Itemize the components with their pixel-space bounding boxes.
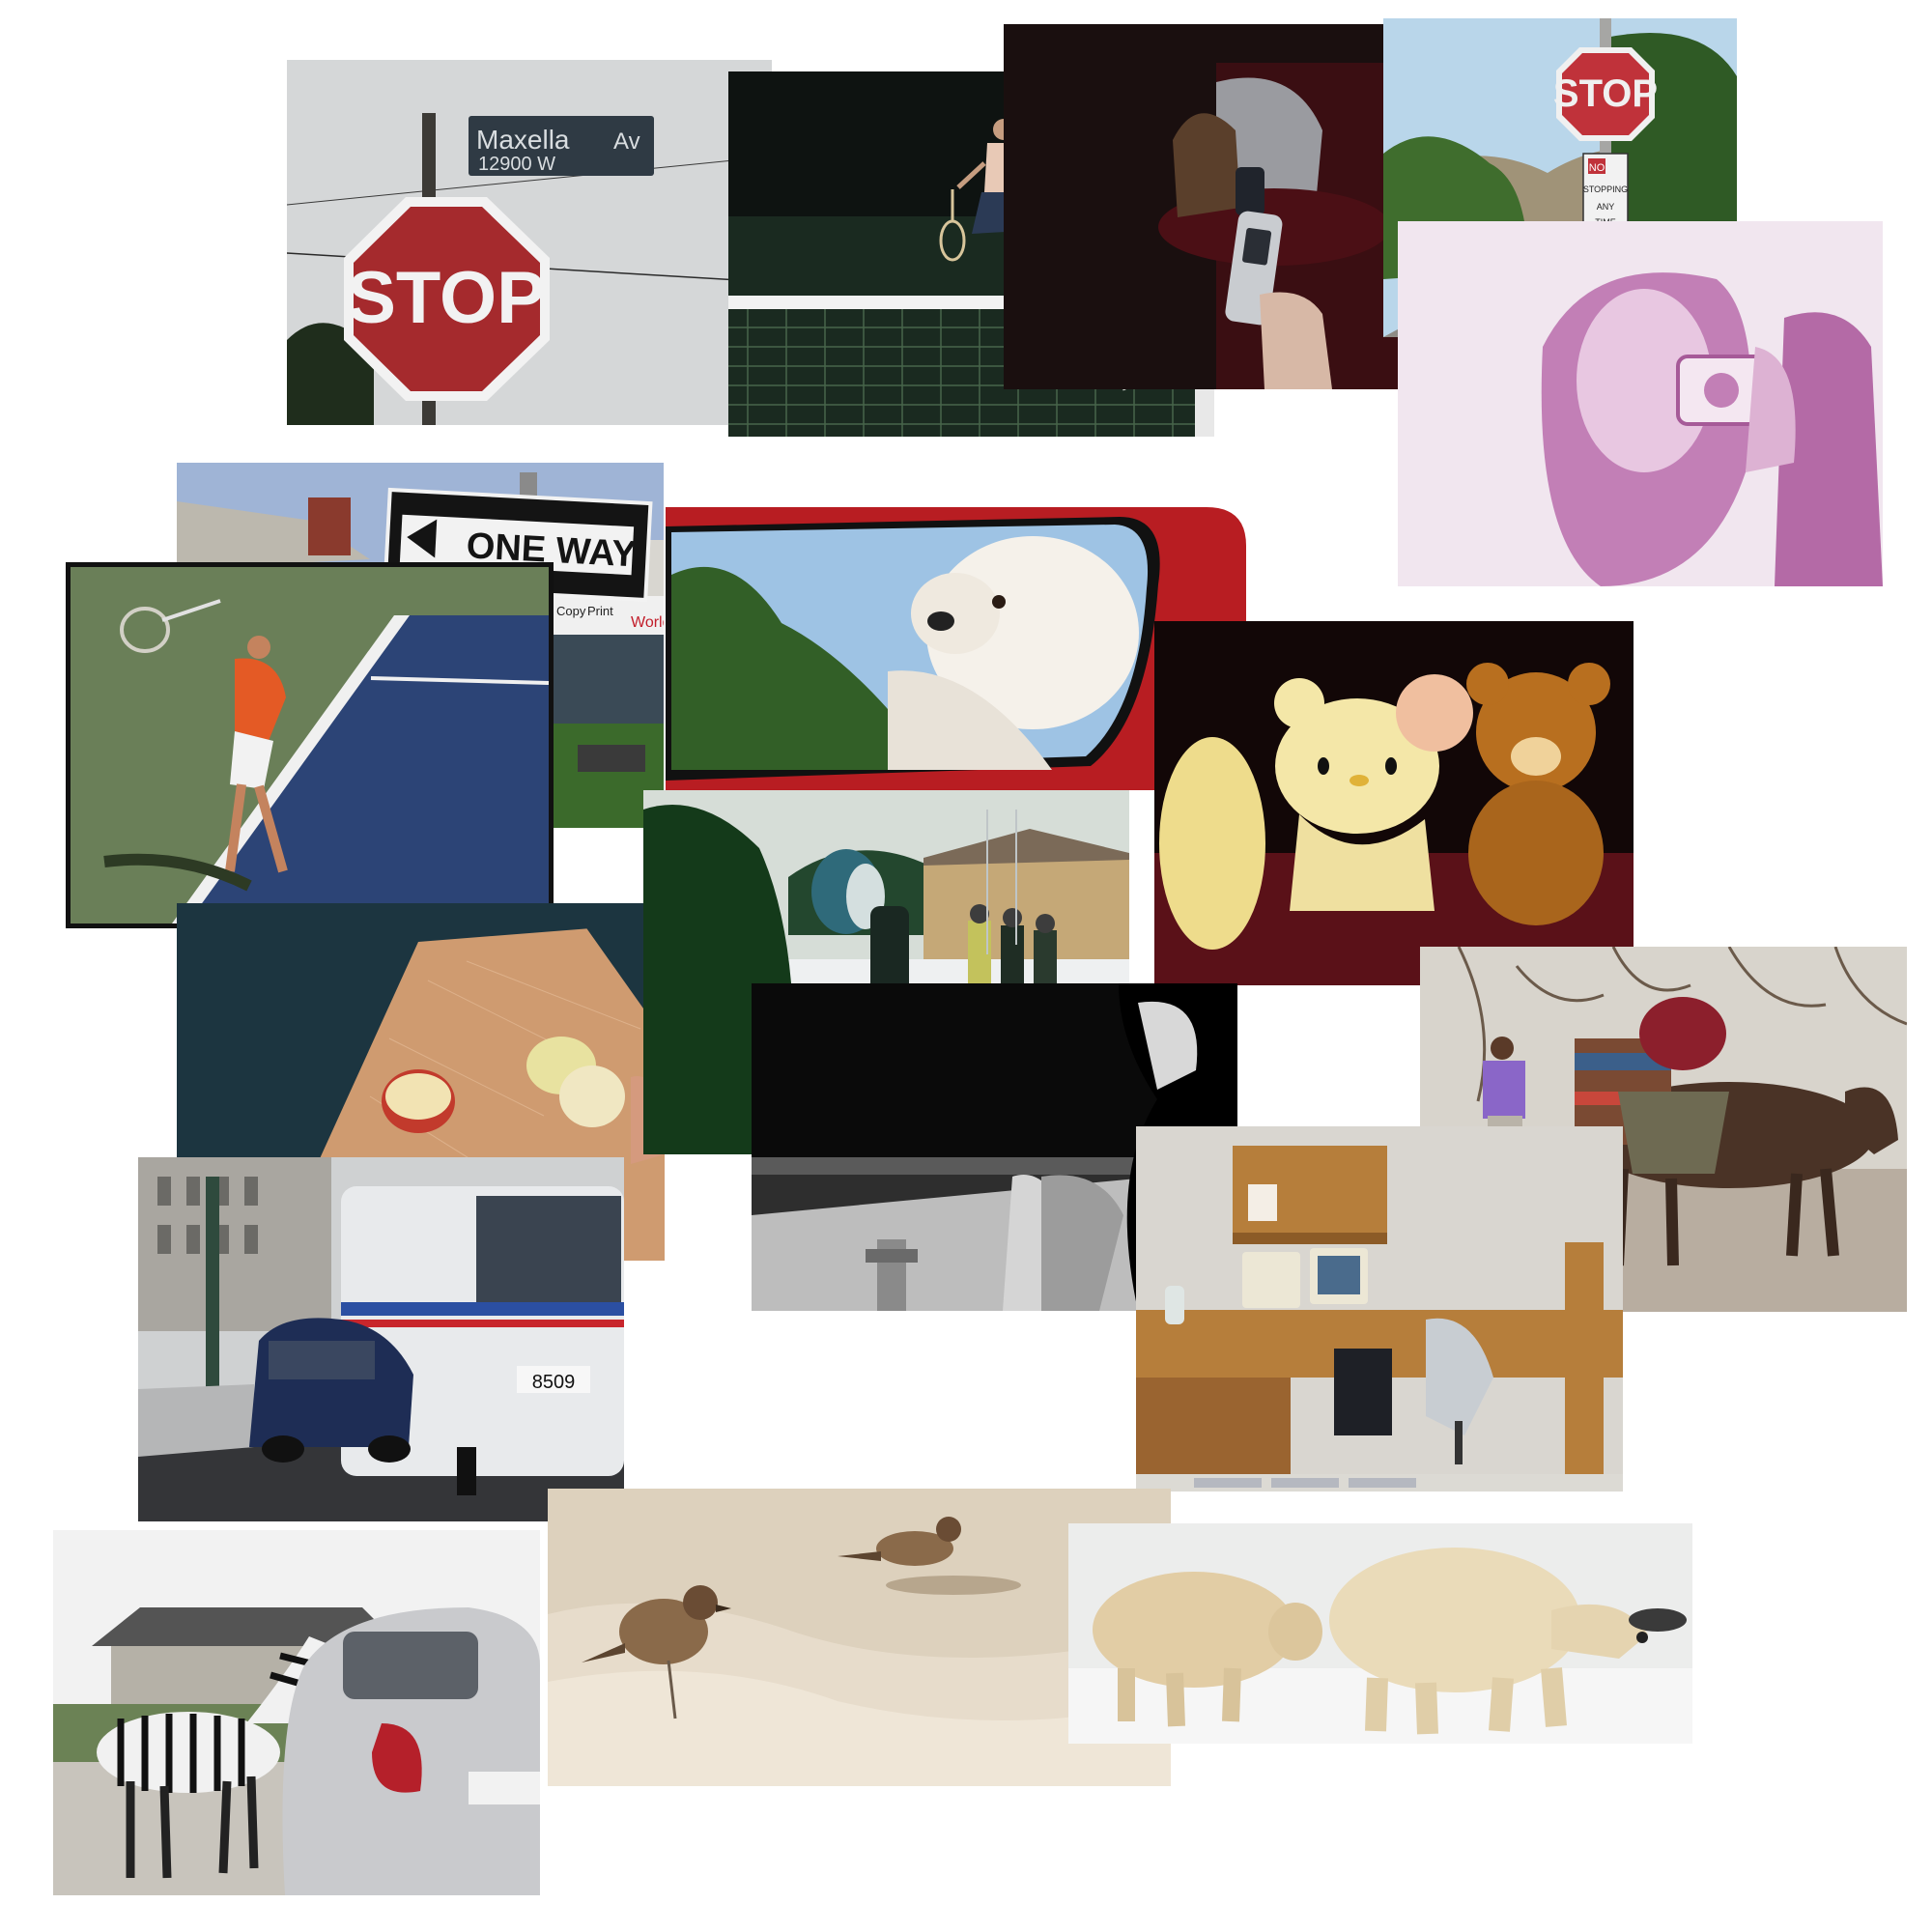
photo-pink-camera-woman <box>1398 221 1883 586</box>
photo-sparrows-sand <box>548 1489 1171 1786</box>
photo-flip-phone <box>1004 24 1398 389</box>
road-stop-sign-text: STOP <box>1553 72 1658 115</box>
no-stopping-line1: STOPPING <box>1583 185 1628 194</box>
photo-zebras-car <box>53 1530 540 1895</box>
photo-polar-bears <box>1068 1523 1692 1744</box>
photo-tennis-serve <box>66 562 554 928</box>
store-sign-world: World <box>631 614 664 631</box>
photo-stop-sign-maxella: Maxella Av 12900 W STOP <box>287 60 772 425</box>
photo-plush-toys <box>1154 621 1634 985</box>
no-stopping-line2: ANY <box>1597 202 1615 212</box>
stop-sign-text: STOP <box>347 257 546 339</box>
photo-dog-mirror <box>666 507 1246 790</box>
no-stopping-no: NO <box>1589 162 1605 174</box>
street-sign-suffix: Av <box>613 128 640 155</box>
street-sign-block: 12900 W <box>478 154 555 175</box>
photo-bus-car: 8509 <box>138 1157 624 1521</box>
store-sign-print: Print <box>587 604 613 618</box>
photo-office-desk <box>1136 1126 1623 1492</box>
bus-number: 8509 <box>532 1372 576 1393</box>
store-sign-copy: Copy <box>556 604 586 618</box>
street-sign-name: Maxella <box>476 125 570 155</box>
